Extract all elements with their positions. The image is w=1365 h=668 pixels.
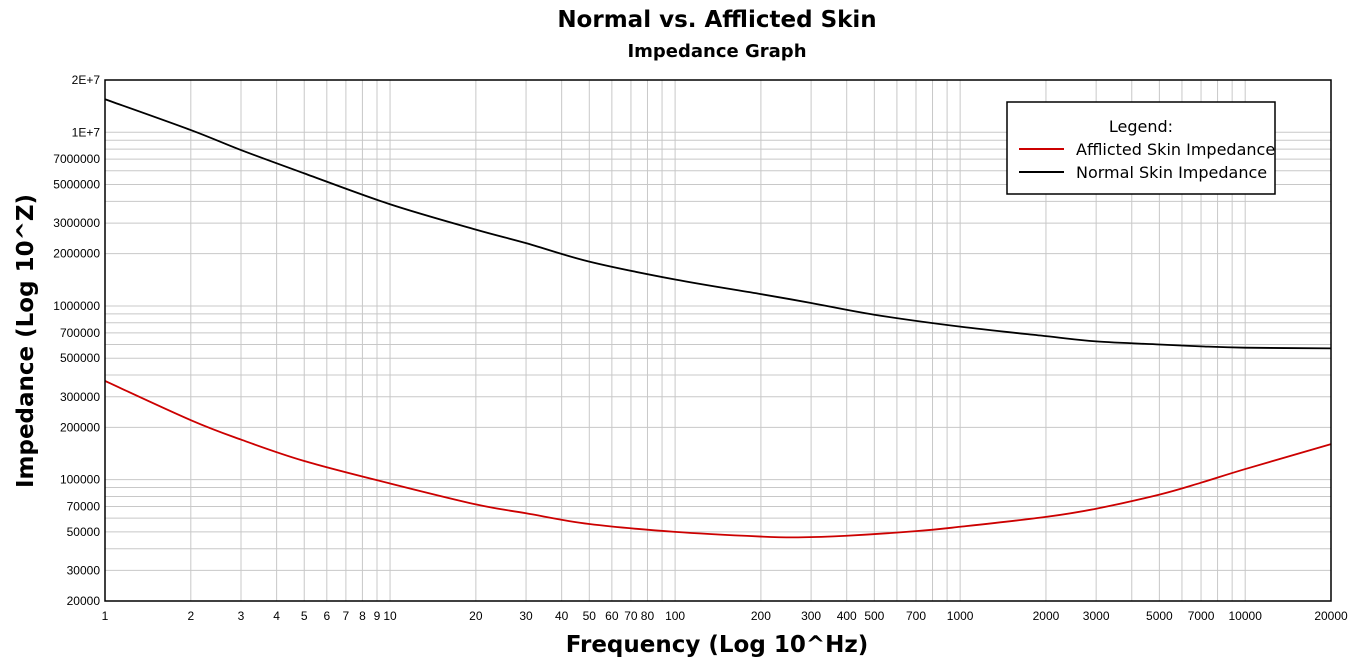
- x-tick-label: 10: [383, 609, 397, 623]
- x-axis-label: Frequency (Log 10^Hz): [566, 632, 869, 658]
- x-tick-label: 1: [102, 609, 109, 623]
- grid: [105, 80, 1332, 601]
- x-tick-label: 2000: [1033, 609, 1060, 623]
- series-line-afflicted: [104, 380, 1332, 539]
- y-tick-label: 70000: [67, 500, 101, 514]
- x-tick-label: 200: [751, 609, 771, 623]
- legend-title: Legend:: [1109, 117, 1173, 136]
- x-tick-label: 7: [343, 609, 350, 623]
- y-tick-label: 1E+7: [72, 125, 101, 139]
- series-line-normal: [104, 98, 1332, 350]
- x-tick-label: 50: [583, 609, 597, 623]
- x-tick-label: 8: [359, 609, 366, 623]
- legend: Legend: Afflicted Skin Impedance Normal …: [1006, 101, 1276, 195]
- chart-subtitle: Impedance Graph: [627, 41, 806, 62]
- x-tick-label: 5000: [1146, 609, 1173, 623]
- x-tick-label: 2: [187, 609, 194, 623]
- x-tick-label: 70: [624, 609, 638, 623]
- legend-label-afflicted: Afflicted Skin Impedance: [1076, 140, 1275, 159]
- x-tick-label: 300: [801, 609, 821, 623]
- chart-title: Normal vs. Afflicted Skin: [557, 7, 876, 33]
- x-tick-label: 20000: [1314, 609, 1348, 623]
- x-tick-label: 4: [273, 609, 280, 623]
- y-tick-label: 20000: [67, 594, 101, 608]
- y-tick-label: 2000000: [53, 247, 100, 261]
- legend-label-normal: Normal Skin Impedance: [1076, 163, 1267, 182]
- y-tick-label: 100000: [60, 473, 100, 487]
- x-tick-label: 30: [519, 609, 533, 623]
- y-tick-label: 50000: [67, 525, 101, 539]
- y-tick-label: 300000: [60, 390, 100, 404]
- x-tick-label: 80: [641, 609, 655, 623]
- x-tick-label: 400: [837, 609, 857, 623]
- x-tick-label: 60: [605, 609, 619, 623]
- x-tick-label: 1000: [947, 609, 974, 623]
- series-lines: [104, 98, 1332, 539]
- x-tick-label: 700: [906, 609, 926, 623]
- x-tick-label: 100: [665, 609, 685, 623]
- y-tick-label: 30000: [67, 563, 101, 577]
- x-tick-label: 3000: [1083, 609, 1110, 623]
- y-tick-label: 2E+7: [72, 73, 101, 87]
- x-tick-label: 20: [469, 609, 483, 623]
- y-tick-label: 700000: [60, 326, 100, 340]
- x-tick-label: 10000: [1229, 609, 1263, 623]
- x-tick-label: 5: [301, 609, 308, 623]
- x-tick-label: 3: [238, 609, 245, 623]
- y-tick-label: 200000: [60, 420, 100, 434]
- y-axis-ticks: 20000 30000 50000 70000 100000 200000 300000 50…: [53, 73, 100, 608]
- y-tick-label: 500000: [60, 351, 100, 365]
- x-tick-label: 9: [374, 609, 381, 623]
- x-tick-label: 500: [864, 609, 884, 623]
- y-axis-label: Impedance (Log 10^Z): [13, 194, 39, 488]
- y-tick-label: 7000000: [53, 152, 100, 166]
- y-tick-label: 1000000: [53, 299, 100, 313]
- x-axis-ticks: 1 2 3 4 5 6 7 8 9 10 20 30 40 50 60 70 80 100 200 300 400 500…: [102, 609, 1348, 623]
- x-tick-label: 7000: [1188, 609, 1215, 623]
- y-tick-label: 5000000: [53, 178, 100, 192]
- plot-frame: [104, 79, 1332, 602]
- x-tick-label: 6: [323, 609, 330, 623]
- y-tick-label: 3000000: [53, 216, 100, 230]
- x-tick-label: 40: [555, 609, 569, 623]
